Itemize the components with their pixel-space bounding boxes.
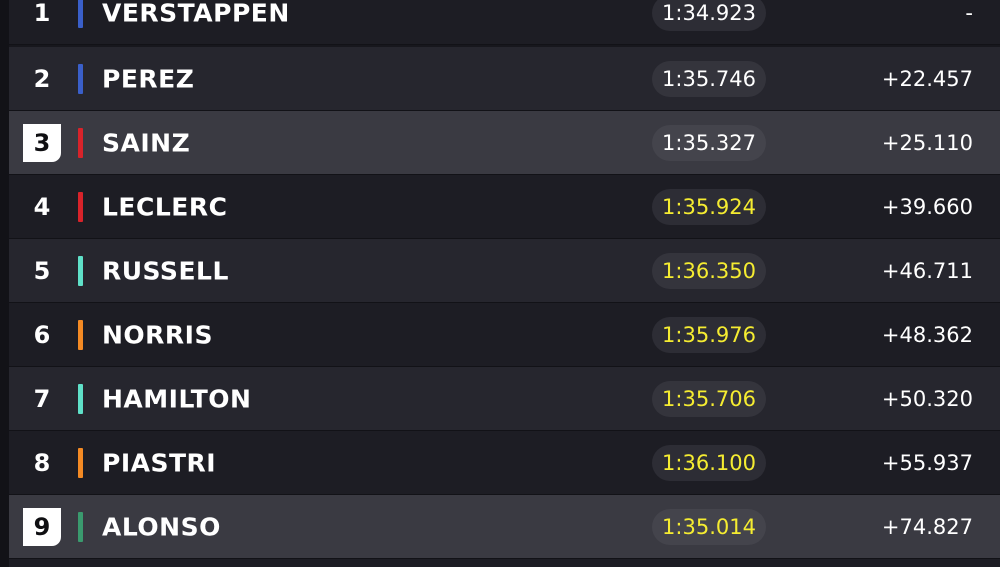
position-number: 7 (33, 384, 51, 413)
standings-row[interactable]: 5 RUSSELL 1:36.350 +46.711 (9, 239, 1000, 303)
driver-name: PIASTRI (102, 448, 217, 477)
team-color-bar (78, 127, 83, 158)
position-number: 1 (33, 0, 51, 27)
gap-to-leader: +55.937 (881, 450, 973, 475)
team-color-bar (78, 447, 83, 478)
lap-time-pill: 1:36.350 (652, 252, 766, 289)
standings-row[interactable]: 1 VERSTAPPEN 1:34.923 - (9, 0, 1000, 45)
lap-time-pill: 1:36.100 (652, 444, 766, 481)
position-number: 6 (33, 320, 51, 349)
position-number: 3 (23, 123, 61, 162)
driver-name: PEREZ (102, 64, 195, 93)
driver-name: ALONSO (102, 512, 221, 541)
team-color-bar (78, 511, 83, 542)
lap-time-pill: 1:35.924 (652, 188, 766, 225)
gap-to-leader: +46.711 (881, 258, 973, 283)
standings-row[interactable]: 7 HAMILTON 1:35.706 +50.320 (9, 367, 1000, 431)
lap-time-pill: 1:35.014 (652, 508, 766, 545)
position-number: 5 (33, 256, 51, 285)
team-color-bar (78, 383, 83, 414)
standings-row[interactable]: 8 PIASTRI 1:36.100 +55.937 (9, 431, 1000, 495)
team-color-bar (78, 191, 83, 222)
gap-to-leader: +39.660 (881, 194, 973, 219)
standings-row[interactable]: 4 LECLERC 1:35.924 +39.660 (9, 175, 1000, 239)
driver-name: HAMILTON (102, 384, 252, 413)
position-number: 9 (23, 507, 61, 546)
standings-row[interactable]: 6 NORRIS 1:35.976 +48.362 (9, 303, 1000, 367)
lap-time-pill: 1:35.976 (652, 316, 766, 353)
position-number: 4 (33, 192, 51, 221)
standings-row[interactable]: 2 PEREZ 1:35.746 +22.457 (9, 47, 1000, 111)
team-color-bar (78, 319, 83, 350)
gap-to-leader: +74.827 (881, 514, 973, 539)
gap-to-leader: +50.320 (881, 386, 973, 411)
lap-time-pill: 1:35.706 (652, 380, 766, 417)
driver-name: SAINZ (102, 128, 191, 157)
gap-to-leader: - (965, 0, 973, 25)
lap-time-pill: 1:35.327 (652, 124, 766, 161)
team-color-bar (78, 0, 83, 28)
driver-name: RUSSELL (102, 256, 229, 285)
team-color-bar (78, 255, 83, 286)
driver-name: NORRIS (102, 320, 213, 349)
gap-to-leader: +22.457 (881, 66, 973, 91)
standings-row-partial (9, 559, 1000, 567)
lap-time-pill: 1:35.746 (652, 60, 766, 97)
driver-name: VERSTAPPEN (102, 0, 290, 27)
position-number: 8 (33, 448, 51, 477)
team-color-bar (78, 63, 83, 94)
left-edge-divider (0, 0, 9, 567)
standings-row[interactable]: 3 SAINZ 1:35.327 +25.110 (9, 111, 1000, 175)
lap-time-pill: 1:34.923 (652, 0, 766, 31)
position-number: 2 (33, 64, 51, 93)
standings-row[interactable]: 9 ALONSO 1:35.014 +74.827 (9, 495, 1000, 559)
gap-to-leader: +48.362 (881, 322, 973, 347)
driver-name: LECLERC (102, 192, 228, 221)
gap-to-leader: +25.110 (881, 130, 973, 155)
